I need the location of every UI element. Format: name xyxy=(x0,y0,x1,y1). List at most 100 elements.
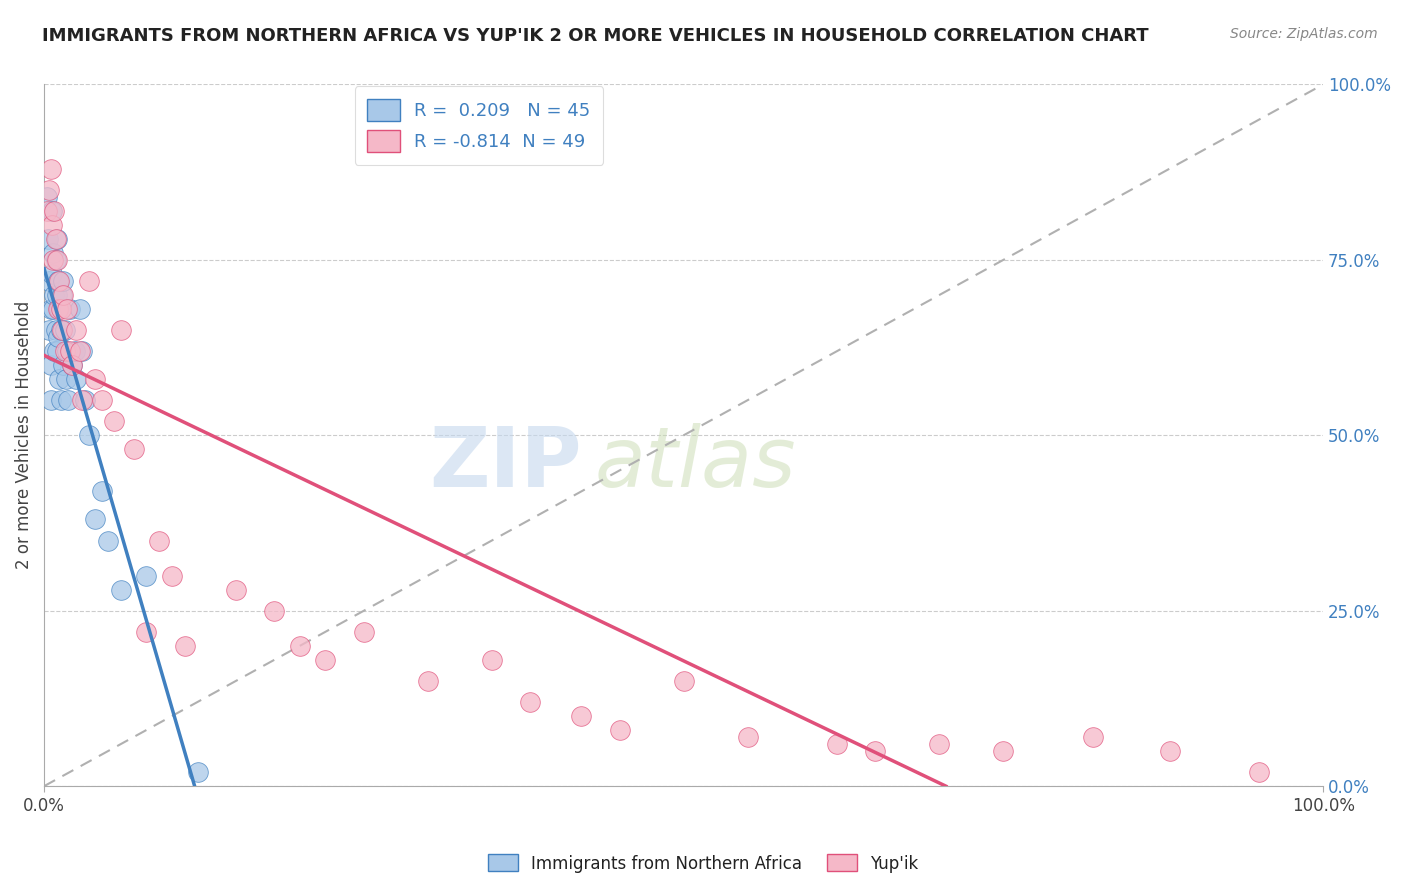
Point xyxy=(569,709,592,723)
Point xyxy=(72,344,94,359)
Point xyxy=(72,393,94,408)
Point xyxy=(44,288,66,302)
Point xyxy=(52,274,75,288)
Legend: Immigrants from Northern Africa, Yup'ik: Immigrants from Northern Africa, Yup'ik xyxy=(481,847,925,880)
Point xyxy=(59,301,82,316)
Point xyxy=(35,203,58,218)
Point xyxy=(519,695,541,709)
Point xyxy=(110,323,132,337)
Point xyxy=(865,744,887,758)
Point xyxy=(59,344,82,359)
Point xyxy=(39,393,62,408)
Point xyxy=(48,372,70,386)
Point xyxy=(69,301,91,316)
Point xyxy=(41,203,63,218)
Point xyxy=(51,288,73,302)
Point xyxy=(315,653,337,667)
Point xyxy=(42,252,65,267)
Point xyxy=(97,533,120,548)
Point xyxy=(41,267,63,281)
Point xyxy=(160,568,183,582)
Point xyxy=(42,245,65,260)
Point xyxy=(45,232,67,246)
Point xyxy=(1159,744,1181,758)
Point xyxy=(135,624,157,639)
Point xyxy=(49,323,72,337)
Point xyxy=(672,673,695,688)
Point xyxy=(84,372,107,386)
Point xyxy=(39,301,62,316)
Point xyxy=(90,393,112,408)
Y-axis label: 2 or more Vehicles in Household: 2 or more Vehicles in Household xyxy=(15,301,32,569)
Point xyxy=(55,372,77,386)
Text: ZIP: ZIP xyxy=(429,423,581,504)
Text: Source: ZipAtlas.com: Source: ZipAtlas.com xyxy=(1230,27,1378,41)
Point xyxy=(41,218,63,232)
Point xyxy=(45,323,67,337)
Point xyxy=(928,737,950,751)
Point xyxy=(148,533,170,548)
Point xyxy=(60,358,83,372)
Point xyxy=(63,344,86,359)
Point xyxy=(53,323,76,337)
Point xyxy=(173,639,195,653)
Point xyxy=(60,358,83,372)
Point xyxy=(38,323,60,337)
Point xyxy=(1081,730,1104,744)
Point xyxy=(38,183,60,197)
Point xyxy=(48,301,70,316)
Point xyxy=(187,765,209,780)
Text: atlas: atlas xyxy=(595,423,796,504)
Point xyxy=(77,274,100,288)
Point xyxy=(56,301,79,316)
Point xyxy=(263,604,285,618)
Point xyxy=(84,512,107,526)
Point xyxy=(609,723,631,737)
Point xyxy=(35,190,58,204)
Point xyxy=(122,442,145,457)
Point xyxy=(77,428,100,442)
Point xyxy=(481,653,503,667)
Point xyxy=(737,730,759,744)
Text: IMMIGRANTS FROM NORTHERN AFRICA VS YUP'IK 2 OR MORE VEHICLES IN HOUSEHOLD CORREL: IMMIGRANTS FROM NORTHERN AFRICA VS YUP'I… xyxy=(42,27,1149,45)
Point xyxy=(56,344,79,359)
Point xyxy=(135,568,157,582)
Point xyxy=(58,393,80,408)
Point xyxy=(44,203,66,218)
Legend: R =  0.209   N = 45, R = -0.814  N = 49: R = 0.209 N = 45, R = -0.814 N = 49 xyxy=(354,87,603,165)
Point xyxy=(46,330,69,344)
Point xyxy=(49,301,72,316)
Point xyxy=(353,624,375,639)
Point xyxy=(45,232,67,246)
Point xyxy=(42,301,65,316)
Point xyxy=(46,301,69,316)
Point xyxy=(45,288,67,302)
Point xyxy=(73,393,96,408)
Point xyxy=(37,232,59,246)
Point xyxy=(52,288,75,302)
Point xyxy=(993,744,1015,758)
Point xyxy=(45,252,67,267)
Point xyxy=(49,393,72,408)
Point xyxy=(46,274,69,288)
Point xyxy=(38,274,60,288)
Point xyxy=(65,323,87,337)
Point xyxy=(90,484,112,499)
Point xyxy=(39,161,62,176)
Point xyxy=(225,582,247,597)
Point xyxy=(288,639,311,653)
Point xyxy=(52,358,75,372)
Point xyxy=(825,737,848,751)
Point xyxy=(416,673,439,688)
Point xyxy=(103,414,125,428)
Point xyxy=(53,344,76,359)
Point xyxy=(44,344,66,359)
Point xyxy=(39,358,62,372)
Point xyxy=(69,344,91,359)
Point xyxy=(48,274,70,288)
Point xyxy=(65,372,87,386)
Point xyxy=(110,582,132,597)
Point xyxy=(45,344,67,359)
Point xyxy=(45,252,67,267)
Point xyxy=(1249,765,1271,780)
